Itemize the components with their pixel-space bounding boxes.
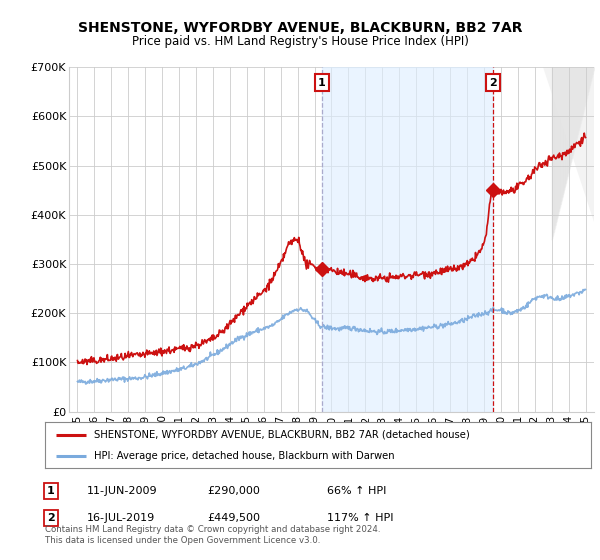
- Text: 11-JUN-2009: 11-JUN-2009: [87, 486, 158, 496]
- Text: 1: 1: [47, 486, 55, 496]
- Text: SHENSTONE, WYFORDBY AVENUE, BLACKBURN, BB2 7AR: SHENSTONE, WYFORDBY AVENUE, BLACKBURN, B…: [78, 21, 522, 35]
- Text: £449,500: £449,500: [207, 513, 260, 523]
- Polygon shape: [543, 67, 594, 222]
- Text: SHENSTONE, WYFORDBY AVENUE, BLACKBURN, BB2 7AR (detached house): SHENSTONE, WYFORDBY AVENUE, BLACKBURN, B…: [94, 430, 470, 440]
- Text: Price paid vs. HM Land Registry's House Price Index (HPI): Price paid vs. HM Land Registry's House …: [131, 35, 469, 48]
- Bar: [322, 67, 493, 412]
- Text: 16-JUL-2019: 16-JUL-2019: [87, 513, 155, 523]
- Text: HPI: Average price, detached house, Blackburn with Darwen: HPI: Average price, detached house, Blac…: [94, 451, 395, 461]
- Text: 1: 1: [318, 78, 326, 88]
- Text: Contains HM Land Registry data © Crown copyright and database right 2024.
This d: Contains HM Land Registry data © Crown c…: [45, 525, 380, 545]
- Text: 66% ↑ HPI: 66% ↑ HPI: [327, 486, 386, 496]
- Text: 2: 2: [489, 78, 497, 88]
- Text: 2: 2: [47, 513, 55, 523]
- Text: 117% ↑ HPI: 117% ↑ HPI: [327, 513, 394, 523]
- Text: £290,000: £290,000: [207, 486, 260, 496]
